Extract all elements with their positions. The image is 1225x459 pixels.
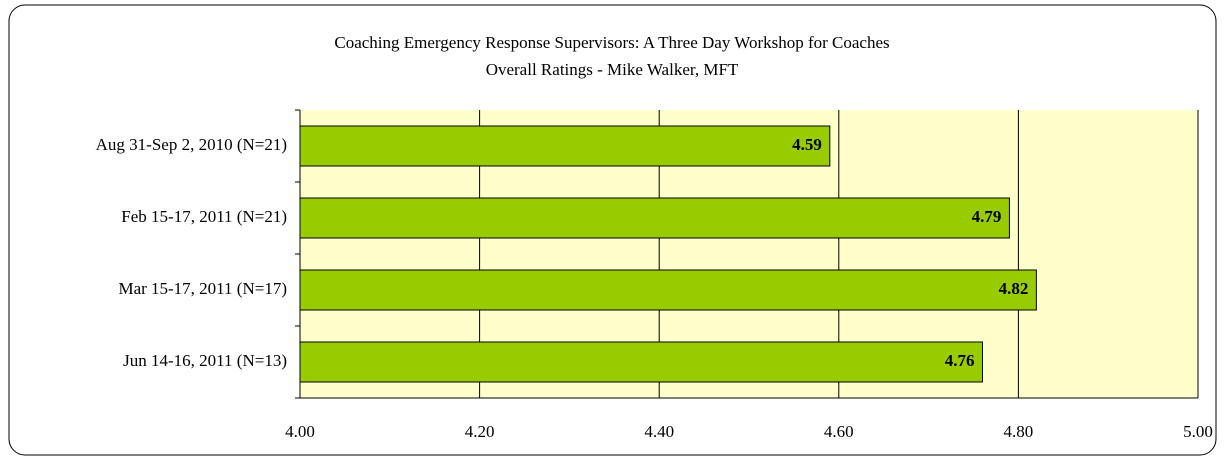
x-tick-label: 4.20 [465, 422, 495, 441]
y-tick-label: Aug 31-Sep 2, 2010 (N=21) [96, 135, 287, 154]
data-label: 4.59 [792, 135, 822, 154]
bar [299, 269, 1037, 311]
bar [299, 125, 831, 167]
y-tick-label: Jun 14-16, 2011 (N=13) [123, 351, 287, 370]
bar [299, 197, 1010, 239]
x-tick-label: 4.60 [824, 422, 854, 441]
data-label: 4.76 [945, 351, 975, 370]
data-label: 4.79 [972, 207, 1002, 226]
data-label: 4.82 [999, 279, 1029, 298]
chart-subtitle: Overall Ratings - Mike Walker, MFT [486, 60, 739, 79]
y-tick-label: Mar 15-17, 2011 (N=17) [118, 279, 287, 298]
bar [299, 341, 983, 383]
x-tick-label: 4.00 [285, 422, 315, 441]
y-tick-label: Feb 15-17, 2011 (N=21) [121, 207, 287, 226]
chart-title: Coaching Emergency Response Supervisors:… [334, 33, 889, 52]
x-tick-label: 4.40 [644, 422, 674, 441]
x-tick-label: 4.80 [1004, 422, 1034, 441]
x-tick-label: 5.00 [1183, 422, 1213, 441]
